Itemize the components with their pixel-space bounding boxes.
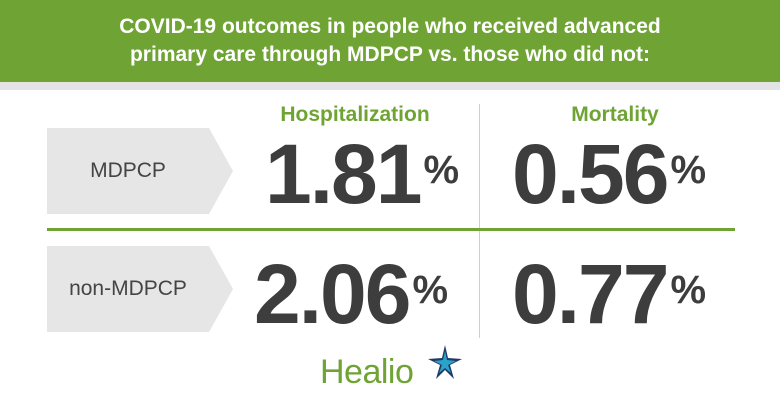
row-divider — [47, 228, 735, 231]
healio-star-icon — [428, 345, 462, 379]
stat-value: 1.81 — [265, 127, 422, 221]
header-divider-band — [0, 82, 780, 90]
stat-non-mdpcp-mortality: 0.77% — [512, 252, 706, 336]
percent-sign: % — [423, 148, 460, 192]
healio-logo: Healio — [320, 345, 470, 395]
stat-non-mdpcp-hospitalization: 2.06% — [254, 252, 448, 336]
header-banner: COVID-19 outcomes in people who received… — [0, 0, 780, 82]
stat-mdpcp-mortality: 0.56% — [512, 132, 706, 216]
percent-sign: % — [670, 268, 707, 312]
row-label-non-mdpcp: non-MDPCP — [47, 246, 233, 332]
stat-value: 2.06 — [254, 247, 411, 341]
row-label-text: MDPCP — [90, 159, 166, 182]
row-label-text: non-MDPCP — [69, 277, 187, 300]
header-line-2: primary care through MDPCP vs. those who… — [129, 43, 650, 66]
row-label-mdpcp: MDPCP — [47, 128, 233, 214]
stat-value: 0.56 — [512, 127, 669, 221]
column-heading-hospitalization: Hospitalization — [280, 103, 430, 126]
header-line-1: COVID-19 outcomes in people who received… — [119, 15, 661, 38]
logo-wordmark: Healio — [320, 353, 414, 391]
stat-value: 0.77 — [512, 247, 669, 341]
percent-sign: % — [670, 148, 707, 192]
column-divider — [479, 104, 480, 338]
column-heading-mortality: Mortality — [571, 103, 659, 126]
stat-mdpcp-hospitalization: 1.81% — [265, 132, 459, 216]
percent-sign: % — [412, 268, 449, 312]
